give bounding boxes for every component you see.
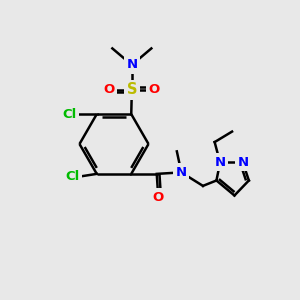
Text: N: N <box>237 156 248 169</box>
Text: N: N <box>214 156 226 169</box>
Text: Cl: Cl <box>63 108 77 121</box>
Text: O: O <box>104 83 115 96</box>
Text: S: S <box>127 82 137 97</box>
Text: N: N <box>176 166 187 179</box>
Text: N: N <box>126 58 137 71</box>
Text: O: O <box>153 191 164 204</box>
Text: O: O <box>149 83 160 96</box>
Text: Cl: Cl <box>65 170 79 183</box>
